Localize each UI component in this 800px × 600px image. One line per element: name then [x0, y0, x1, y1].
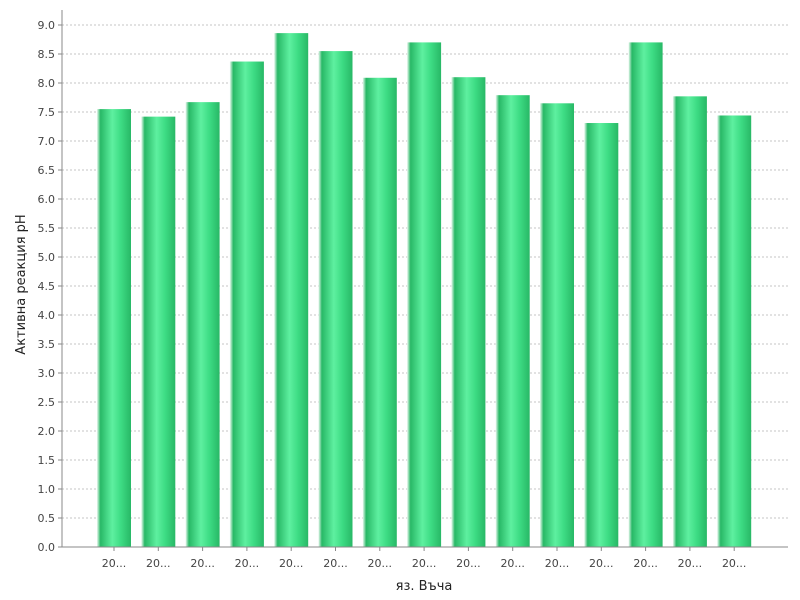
x-tick-label: 20...	[678, 557, 703, 570]
bar	[407, 42, 442, 548]
bar	[362, 77, 397, 547]
x-axis-title: яз. Въча	[396, 579, 453, 594]
x-tick-label: 20...	[545, 557, 570, 570]
y-tick-label: 3.5	[38, 338, 56, 351]
x-tick-label: 20...	[368, 557, 393, 570]
x-tick-label: 20...	[235, 557, 260, 570]
y-axis-title: Активна реакция pH	[14, 214, 29, 354]
bar	[584, 123, 619, 548]
bar	[97, 109, 131, 547]
y-tick-label: 6.0	[38, 193, 56, 206]
y-tick-label: 9.0	[38, 19, 56, 32]
axes	[58, 10, 788, 551]
y-tick-label: 1.0	[38, 483, 56, 496]
x-tick-label: 20...	[633, 557, 658, 570]
bar	[185, 102, 220, 547]
bar	[274, 33, 309, 548]
x-tick-label: 20...	[589, 557, 614, 570]
y-tick-label: 8.5	[38, 48, 56, 61]
grid-lines	[62, 24, 788, 519]
x-tick-label: 20...	[102, 557, 127, 570]
x-tick-labels: 20... 20... 20... 20... 20... 20... 20... 20...…	[102, 557, 747, 570]
y-tick-label: 2.0	[38, 425, 56, 438]
bar	[495, 95, 530, 548]
bars	[97, 33, 752, 548]
bar	[141, 116, 176, 547]
x-tick-label: 20...	[279, 557, 304, 570]
bar	[451, 77, 486, 547]
y-tick-label: 1.5	[38, 454, 56, 467]
bar	[628, 42, 663, 548]
y-tick-label: 5.0	[38, 251, 56, 264]
x-tick-label: 20...	[500, 557, 525, 570]
y-tick-label: 8.0	[38, 77, 56, 90]
bar	[717, 115, 752, 547]
x-tick-label: 20...	[456, 557, 481, 570]
y-tick-label: 6.5	[38, 164, 56, 177]
x-tick-label: 20...	[323, 557, 348, 570]
x-tick-label: 20...	[190, 557, 215, 570]
y-tick-label: 4.0	[38, 309, 56, 322]
bar	[318, 51, 353, 547]
y-tick-label: 4.5	[38, 280, 56, 293]
x-tick-label: 20...	[146, 557, 171, 570]
y-tick-labels: 0.0 0.5 1.0 1.5 2.0 2.5 3.0 3.5 4.0 4.5 5.0 5.5 6.0 6…	[38, 19, 56, 554]
y-tick-label: 7.5	[38, 106, 56, 119]
x-tick-label: 20...	[412, 557, 437, 570]
x-tick-label: 20...	[722, 557, 747, 570]
y-tick-label: 3.0	[38, 367, 56, 380]
y-tick-label: 0.5	[38, 512, 56, 525]
y-tick-label: 0.0	[38, 541, 56, 554]
bar	[229, 61, 264, 547]
bar	[540, 103, 574, 548]
y-tick-label: 5.5	[38, 222, 56, 235]
y-tick-label: 7.0	[38, 135, 56, 148]
y-tick-label: 2.5	[38, 396, 56, 409]
bar	[672, 96, 707, 547]
